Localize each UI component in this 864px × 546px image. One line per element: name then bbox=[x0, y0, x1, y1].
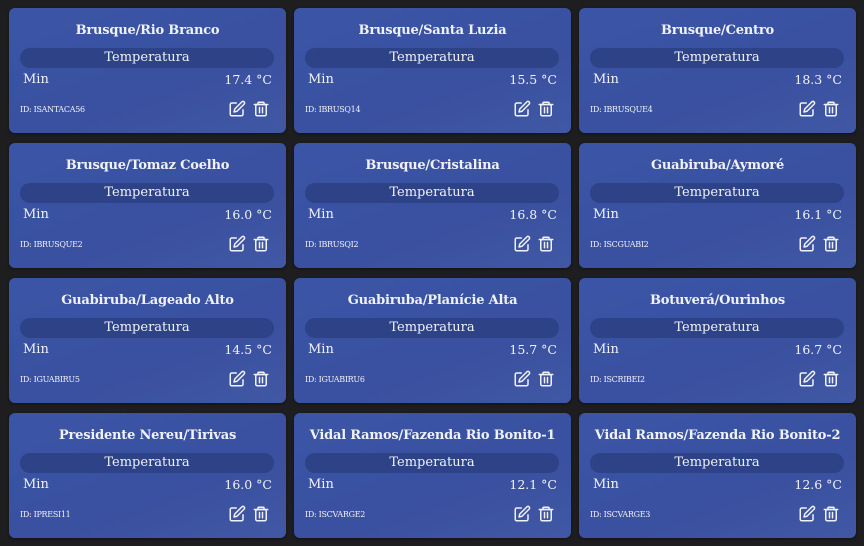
metric-pill: Temperatura bbox=[305, 453, 559, 473]
metric-pill: Temperatura bbox=[20, 453, 274, 473]
trash-icon[interactable] bbox=[822, 235, 840, 253]
station-card: Brusque/Rio Branco Temperatura Min 17.4 … bbox=[9, 8, 286, 133]
station-title: Brusque/Cristalina bbox=[365, 158, 500, 173]
station-card: Brusque/Tomaz Coelho Temperatura Min 16.… bbox=[9, 143, 286, 268]
station-title: Guabiruba/Planície Alta bbox=[347, 293, 518, 308]
metric-pill: Temperatura bbox=[305, 183, 559, 203]
min-label: Min bbox=[593, 207, 619, 222]
station-id: ID: IBRUSQI2 bbox=[305, 240, 359, 249]
min-value: 16.1 °C bbox=[794, 207, 842, 222]
edit-icon[interactable] bbox=[228, 505, 246, 523]
station-title: Guabiruba/Lageado Alto bbox=[61, 293, 234, 308]
min-value: 16.8 °C bbox=[509, 207, 557, 222]
station-card: Brusque/Centro Temperatura Min 18.3 °C I… bbox=[579, 8, 856, 133]
min-value: 14.5 °C bbox=[224, 342, 272, 357]
edit-icon[interactable] bbox=[228, 370, 246, 388]
trash-icon[interactable] bbox=[252, 100, 270, 118]
station-title: Brusque/Centro bbox=[661, 23, 774, 38]
trash-icon[interactable] bbox=[822, 100, 840, 118]
metric-pill: Temperatura bbox=[590, 453, 844, 473]
edit-icon[interactable] bbox=[513, 505, 531, 523]
station-id: ID: ISCGUABI2 bbox=[590, 240, 649, 249]
station-card: Brusque/Santa Luzia Temperatura Min 15.5… bbox=[294, 8, 571, 133]
min-label: Min bbox=[308, 72, 334, 87]
station-id: ID: IBRUSQ14 bbox=[305, 105, 361, 114]
min-label: Min bbox=[308, 207, 334, 222]
station-id: ID: IBRUSQUE4 bbox=[590, 105, 653, 114]
station-id: ID: IBRUSQUE2 bbox=[20, 240, 83, 249]
station-card: Guabiruba/Planície Alta Temperatura Min … bbox=[294, 278, 571, 403]
min-label: Min bbox=[23, 342, 49, 357]
station-id: ID: ISCVARGE3 bbox=[590, 510, 651, 519]
station-title: Brusque/Tomaz Coelho bbox=[65, 158, 230, 173]
min-value: 12.6 °C bbox=[794, 477, 842, 492]
trash-icon[interactable] bbox=[537, 505, 555, 523]
station-id: ID: ISCVARGE2 bbox=[305, 510, 366, 519]
min-label: Min bbox=[593, 477, 619, 492]
station-title: Vidal Ramos/Fazenda Rio Bonito-1 bbox=[309, 428, 556, 443]
edit-icon[interactable] bbox=[513, 235, 531, 253]
min-value: 16.0 °C bbox=[224, 477, 272, 492]
station-title: Brusque/Santa Luzia bbox=[358, 23, 507, 38]
edit-icon[interactable] bbox=[798, 505, 816, 523]
min-value: 12.1 °C bbox=[509, 477, 557, 492]
min-value: 16.0 °C bbox=[224, 207, 272, 222]
min-value: 15.5 °C bbox=[509, 72, 557, 87]
trash-icon[interactable] bbox=[822, 505, 840, 523]
station-title: Vidal Ramos/Fazenda Rio Bonito-2 bbox=[594, 428, 841, 443]
min-label: Min bbox=[593, 342, 619, 357]
station-title: Botuverá/Ourinhos bbox=[649, 293, 786, 308]
station-card: Guabiruba/Lageado Alto Temperatura Min 1… bbox=[9, 278, 286, 403]
station-card: Brusque/Cristalina Temperatura Min 16.8 … bbox=[294, 143, 571, 268]
metric-pill: Temperatura bbox=[305, 48, 559, 68]
min-value: 15.7 °C bbox=[509, 342, 557, 357]
trash-icon[interactable] bbox=[252, 505, 270, 523]
station-id: ID: IGUABIRU6 bbox=[305, 375, 365, 384]
edit-icon[interactable] bbox=[798, 370, 816, 388]
metric-pill: Temperatura bbox=[20, 183, 274, 203]
edit-icon[interactable] bbox=[513, 370, 531, 388]
edit-icon[interactable] bbox=[513, 100, 531, 118]
min-value: 16.7 °C bbox=[794, 342, 842, 357]
station-card: Guabiruba/Aymoré Temperatura Min 16.1 °C… bbox=[579, 143, 856, 268]
trash-icon[interactable] bbox=[537, 100, 555, 118]
station-card: Botuverá/Ourinhos Temperatura Min 16.7 °… bbox=[579, 278, 856, 403]
min-value: 17.4 °C bbox=[224, 72, 272, 87]
min-value: 18.3 °C bbox=[794, 72, 842, 87]
min-label: Min bbox=[593, 72, 619, 87]
edit-icon[interactable] bbox=[228, 235, 246, 253]
metric-pill: Temperatura bbox=[590, 183, 844, 203]
min-label: Min bbox=[23, 477, 49, 492]
min-label: Min bbox=[308, 342, 334, 357]
station-card: Presidente Nereu/Tirivas Temperatura Min… bbox=[9, 413, 286, 538]
metric-pill: Temperatura bbox=[20, 48, 274, 68]
metric-pill: Temperatura bbox=[590, 48, 844, 68]
metric-pill: Temperatura bbox=[20, 318, 274, 338]
min-label: Min bbox=[308, 477, 334, 492]
station-id: ID: ISANTACA56 bbox=[20, 105, 85, 114]
edit-icon[interactable] bbox=[228, 100, 246, 118]
metric-pill: Temperatura bbox=[305, 318, 559, 338]
station-card: Vidal Ramos/Fazenda Rio Bonito-2 Tempera… bbox=[579, 413, 856, 538]
min-label: Min bbox=[23, 72, 49, 87]
station-title: Brusque/Rio Branco bbox=[75, 23, 220, 38]
edit-icon[interactable] bbox=[798, 100, 816, 118]
min-label: Min bbox=[23, 207, 49, 222]
trash-icon[interactable] bbox=[252, 235, 270, 253]
station-card: Vidal Ramos/Fazenda Rio Bonito-1 Tempera… bbox=[294, 413, 571, 538]
trash-icon[interactable] bbox=[822, 370, 840, 388]
trash-icon[interactable] bbox=[537, 370, 555, 388]
metric-pill: Temperatura bbox=[590, 318, 844, 338]
station-id: ID: IGUABIRU5 bbox=[20, 375, 80, 384]
station-title: Guabiruba/Aymoré bbox=[650, 158, 785, 173]
trash-icon[interactable] bbox=[537, 235, 555, 253]
trash-icon[interactable] bbox=[252, 370, 270, 388]
station-grid: Brusque/Rio Branco Temperatura Min 17.4 … bbox=[9, 8, 856, 538]
station-id: ID: IPRESI11 bbox=[20, 510, 71, 519]
station-id: ID: ISCRIBEI2 bbox=[590, 375, 645, 384]
station-title: Presidente Nereu/Tirivas bbox=[58, 428, 237, 443]
edit-icon[interactable] bbox=[798, 235, 816, 253]
